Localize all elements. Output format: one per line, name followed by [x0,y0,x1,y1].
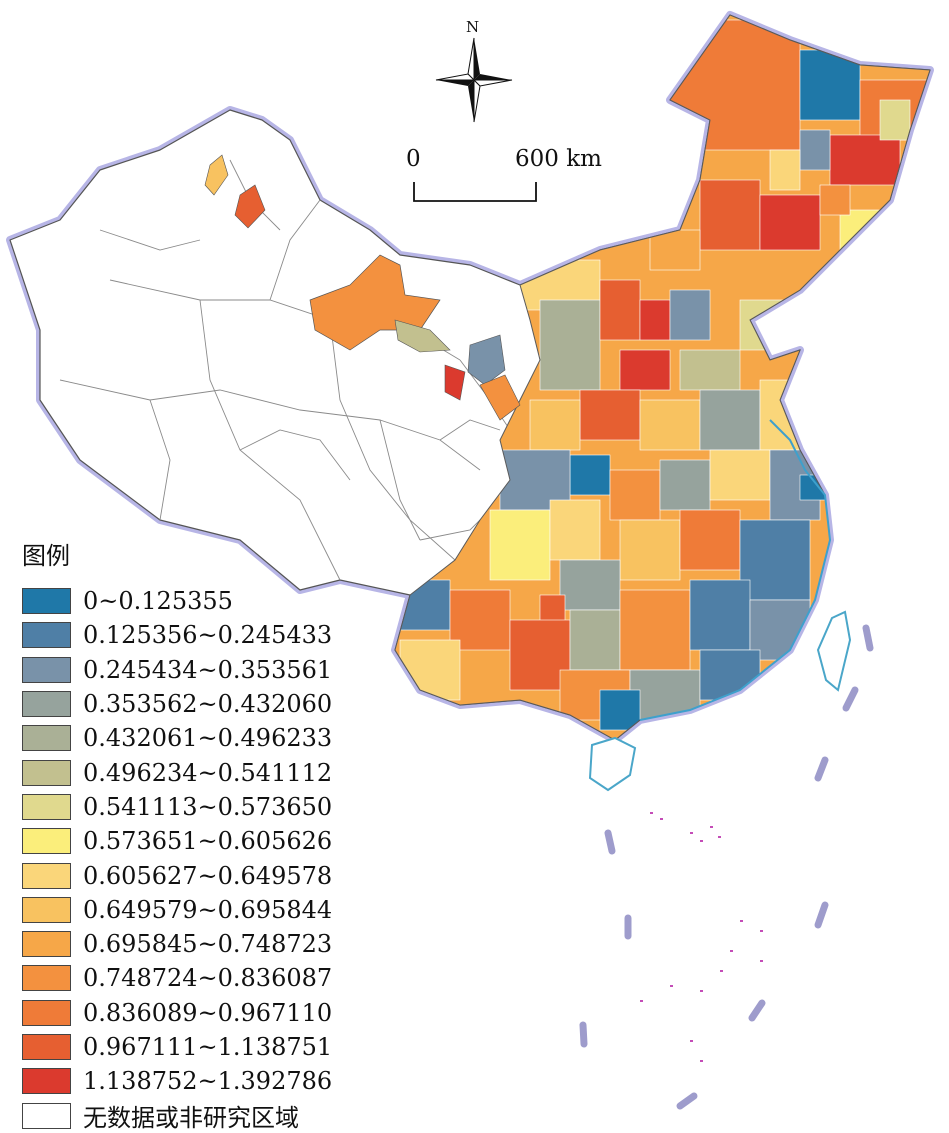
legend-label: 0.967111~1.138751 [83,1033,333,1061]
north-label: N [466,18,480,36]
legend-swatch [22,828,71,855]
legend-items: 0~0.125355 0.125356~0.245433 0.245434~0.35… [22,584,332,1133]
legend-item: 0.432061~0.496233 [22,721,332,755]
xinjiang-orange-patch [204,154,229,196]
xinjiang-red-patch [234,184,266,229]
legend: 图例 0~0.125355 0.125356~0.245433 0.245434~0… [22,540,332,1133]
south-china-sea-boundary [579,624,874,1110]
legend-swatch [22,656,71,683]
legend-label: 0.605627~0.649578 [83,861,333,890]
legend-swatch [22,588,71,615]
legend-label: 0.496234~0.541112 [83,758,333,787]
legend-label: 0.125356~0.245433 [83,621,333,650]
legend-item: 0~0.125355 [22,584,332,618]
legend-swatch [22,862,71,889]
legend-label: 无数据或非研究区域 [83,1104,299,1133]
legend-label: 0~0.125355 [83,587,233,616]
legend-label: 0.541113~0.573650 [83,792,333,821]
legend-swatch [22,691,71,718]
legend-item: 0.836089~0.967110 [22,996,332,1030]
south-china-sea-islands [640,812,763,1062]
legend-swatch [22,999,71,1026]
legend-swatch [22,965,71,992]
shaanxi-patch [479,374,521,421]
legend-item: 0.353562~0.432060 [22,687,332,721]
legend-item: 无数据或非研究区域 [22,1098,332,1132]
legend-swatch [22,1068,71,1095]
legend-item: 0.541113~0.573650 [22,790,332,824]
legend-label: 1.138752~1.392786 [83,1067,333,1096]
legend-swatch [22,1034,71,1060]
legend-swatch [22,793,71,820]
legend-label: 0.245434~0.353561 [83,655,333,684]
legend-item: 0.967111~1.138751 [22,1030,332,1064]
legend-swatch [22,622,71,649]
scale-zero-label: 0 [406,146,421,172]
legend-swatch [22,725,71,752]
qinghai-patch [394,319,451,353]
legend-item: 0.573651~0.605626 [22,824,332,858]
legend-swatch [22,1102,71,1129]
legend-swatch [22,759,71,786]
scale-max-label: 600 km [515,146,602,172]
taiwan [816,610,852,692]
legend-label: 0.432061~0.496233 [83,724,333,753]
legend-label: 0.748724~0.836087 [83,964,333,993]
legend-label: 0.695845~0.748723 [83,930,333,959]
legend-item: 0.125356~0.245433 [22,618,332,652]
legend-item: 0.496234~0.541112 [22,755,332,789]
shaanxi-north-patch [467,334,506,386]
coastline [639,419,832,721]
legend-label: 0.573651~0.605626 [83,827,333,856]
scale-bar [413,182,537,202]
legend-label: 0.649579~0.695844 [83,895,333,924]
legend-item: 0.695845~0.748723 [22,927,332,961]
legend-item: 0.748724~0.836087 [22,961,332,995]
legend-label: 0.353562~0.432060 [83,690,333,719]
legend-item: 1.138752~1.392786 [22,1064,332,1098]
ningxia-patch [444,364,466,401]
legend-swatch [22,896,71,923]
legend-item: 0.605627~0.649578 [22,858,332,892]
legend-swatch [22,931,71,958]
legend-label: 0.836089~0.967110 [83,998,333,1027]
legend-item: 0.245434~0.353561 [22,653,332,687]
north-arrow [435,37,513,123]
legend-item: 0.649579~0.695844 [22,893,332,927]
legend-title: 图例 [22,542,70,570]
hainan [588,736,637,792]
